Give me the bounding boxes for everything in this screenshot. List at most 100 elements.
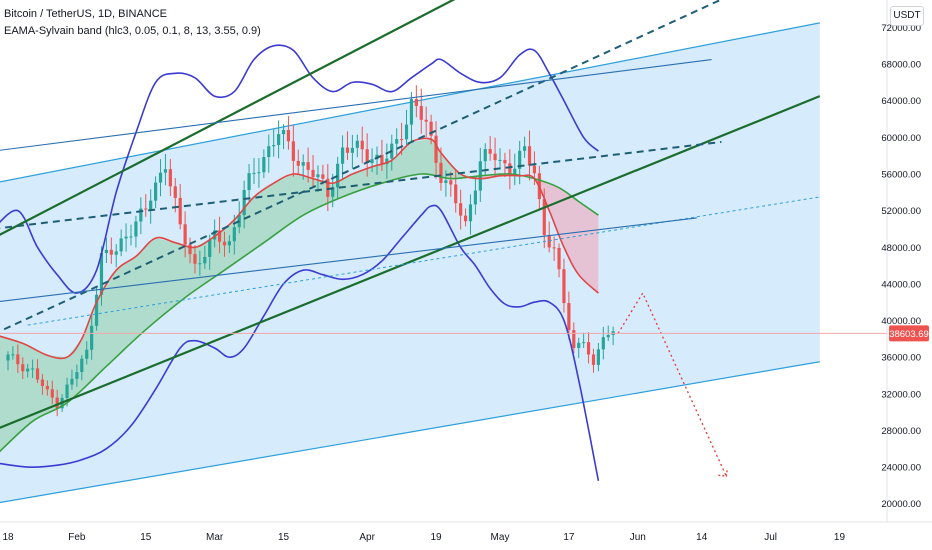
candle-body bbox=[50, 389, 54, 398]
candle bbox=[350, 134, 354, 169]
time-tick-label: 14 bbox=[696, 532, 708, 543]
candle-body bbox=[109, 249, 113, 255]
candle bbox=[227, 235, 231, 254]
time-axis[interactable]: 18 Feb 15 Mar 15 Apr 19 May 17 Jun 14 Jul 19 bbox=[2, 532, 845, 543]
candle-body bbox=[591, 354, 596, 365]
candle-body bbox=[400, 139, 404, 141]
candle-body bbox=[503, 159, 507, 164]
candle-body bbox=[70, 378, 74, 385]
candle bbox=[291, 124, 295, 177]
time-tick-label: May bbox=[491, 532, 510, 543]
candle bbox=[193, 245, 197, 274]
candle bbox=[11, 346, 15, 360]
candle bbox=[395, 128, 399, 156]
candle bbox=[340, 135, 345, 179]
candle bbox=[281, 124, 286, 150]
candle-body bbox=[104, 249, 108, 254]
price-tick-label: 72000.00 bbox=[881, 23, 921, 34]
candle bbox=[267, 134, 271, 173]
candle-body bbox=[311, 169, 315, 178]
time-tick-label: 15 bbox=[278, 532, 290, 543]
symbol-title[interactable]: Bitcoin / TetherUS, 1D, BINANCE bbox=[4, 8, 168, 20]
last-price-tag-bg bbox=[889, 325, 929, 342]
green-trend-line bbox=[0, 0, 456, 236]
plot-area[interactable] bbox=[0, 0, 887, 504]
bearish-cloud bbox=[536, 179, 599, 294]
candle-body bbox=[198, 263, 202, 265]
candle bbox=[355, 134, 359, 158]
price-tick-label: 32000.00 bbox=[881, 389, 921, 400]
candle bbox=[577, 337, 581, 359]
candle-body bbox=[232, 227, 236, 242]
candle bbox=[149, 189, 153, 224]
candle-body bbox=[247, 173, 251, 190]
candle-body bbox=[331, 187, 335, 197]
candle bbox=[16, 344, 20, 373]
candle-body bbox=[385, 158, 389, 165]
candle-body bbox=[45, 385, 49, 390]
bullish-cloud bbox=[0, 139, 471, 452]
candle-body bbox=[31, 368, 35, 370]
candle bbox=[508, 149, 512, 190]
price-tick-label: 56000.00 bbox=[881, 170, 921, 181]
channel-upper-line bbox=[0, 22, 820, 183]
candle-body bbox=[523, 146, 527, 151]
last-price-tag-label: 38603.69 bbox=[889, 329, 929, 340]
candle-body bbox=[277, 134, 281, 146]
time-tick-label: 17 bbox=[563, 532, 575, 543]
candle bbox=[370, 148, 374, 173]
candle bbox=[247, 164, 251, 202]
candle bbox=[134, 215, 138, 248]
candle-body bbox=[203, 256, 207, 264]
candle-body bbox=[154, 182, 158, 201]
candle bbox=[80, 355, 84, 381]
indicator-legend[interactable]: EAMA-Sylvain band (hlc3, 0.05, 0.1, 8, 1… bbox=[4, 25, 261, 37]
candle bbox=[527, 130, 532, 181]
fast-ema-line bbox=[0, 137, 599, 360]
candle-body bbox=[360, 140, 364, 150]
candle-body bbox=[434, 135, 438, 163]
candle-body bbox=[336, 163, 340, 188]
projection-arrowhead bbox=[718, 468, 728, 477]
candle-body bbox=[449, 180, 453, 185]
candle-body bbox=[409, 99, 414, 125]
candle bbox=[591, 348, 596, 373]
candle bbox=[547, 221, 551, 253]
dashed-trend-line bbox=[0, 0, 723, 333]
candle bbox=[154, 176, 158, 209]
candle-body bbox=[606, 334, 610, 338]
candle bbox=[586, 332, 591, 364]
candle-body bbox=[173, 186, 177, 198]
candle bbox=[468, 194, 473, 235]
candle-body bbox=[321, 174, 325, 179]
candle bbox=[518, 140, 522, 185]
candle bbox=[572, 322, 576, 354]
candle-body bbox=[547, 235, 551, 248]
candle-body bbox=[99, 253, 104, 295]
candle-body bbox=[577, 342, 581, 348]
candle-body bbox=[586, 342, 591, 355]
candle bbox=[35, 359, 40, 383]
candle bbox=[232, 214, 236, 255]
upper-band-line bbox=[0, 44, 599, 294]
candle-body bbox=[355, 140, 359, 148]
candle bbox=[459, 189, 463, 230]
price-axis[interactable]: 20000.00 24000.00 28000.00 32000.00 36000.00… bbox=[881, 23, 921, 510]
candle-body bbox=[168, 169, 172, 187]
candle bbox=[242, 180, 246, 229]
candle-body bbox=[414, 99, 418, 107]
time-tick-label: Jun bbox=[630, 532, 646, 543]
candle-body bbox=[272, 145, 276, 147]
candle-body bbox=[35, 368, 40, 380]
candle bbox=[124, 223, 128, 252]
candle-body bbox=[65, 384, 69, 398]
chart-header: Bitcoin / TetherUS, 1D, BINANCE EAMA-Syl… bbox=[4, 6, 261, 40]
candle-body bbox=[267, 146, 271, 158]
currency-button[interactable]: USDT bbox=[890, 6, 924, 26]
candle-body bbox=[94, 294, 99, 326]
candle-body bbox=[395, 139, 399, 144]
candle-body bbox=[262, 157, 266, 173]
candle-body bbox=[552, 247, 556, 249]
candle-body bbox=[144, 208, 148, 210]
